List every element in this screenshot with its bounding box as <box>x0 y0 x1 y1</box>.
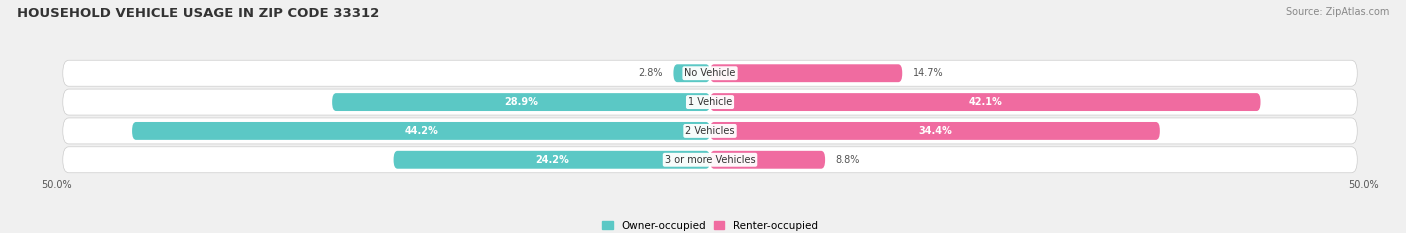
FancyBboxPatch shape <box>132 122 710 140</box>
FancyBboxPatch shape <box>394 151 710 169</box>
FancyBboxPatch shape <box>710 151 825 169</box>
Text: 14.7%: 14.7% <box>912 68 943 78</box>
Text: No Vehicle: No Vehicle <box>685 68 735 78</box>
Text: 34.4%: 34.4% <box>918 126 952 136</box>
Text: 2 Vehicles: 2 Vehicles <box>685 126 735 136</box>
Text: HOUSEHOLD VEHICLE USAGE IN ZIP CODE 33312: HOUSEHOLD VEHICLE USAGE IN ZIP CODE 3331… <box>17 7 380 20</box>
Text: 42.1%: 42.1% <box>969 97 1002 107</box>
FancyBboxPatch shape <box>63 118 1357 144</box>
Text: 44.2%: 44.2% <box>404 126 437 136</box>
FancyBboxPatch shape <box>332 93 710 111</box>
Text: 24.2%: 24.2% <box>534 155 568 165</box>
FancyBboxPatch shape <box>63 60 1357 86</box>
Text: 28.9%: 28.9% <box>505 97 538 107</box>
FancyBboxPatch shape <box>63 147 1357 173</box>
FancyBboxPatch shape <box>710 122 1160 140</box>
Text: 3 or more Vehicles: 3 or more Vehicles <box>665 155 755 165</box>
FancyBboxPatch shape <box>673 64 710 82</box>
Legend: Owner-occupied, Renter-occupied: Owner-occupied, Renter-occupied <box>598 216 823 233</box>
FancyBboxPatch shape <box>710 64 903 82</box>
FancyBboxPatch shape <box>710 93 1261 111</box>
Text: 8.8%: 8.8% <box>835 155 860 165</box>
Text: 2.8%: 2.8% <box>638 68 664 78</box>
Text: 1 Vehicle: 1 Vehicle <box>688 97 733 107</box>
Text: Source: ZipAtlas.com: Source: ZipAtlas.com <box>1285 7 1389 17</box>
FancyBboxPatch shape <box>63 89 1357 115</box>
